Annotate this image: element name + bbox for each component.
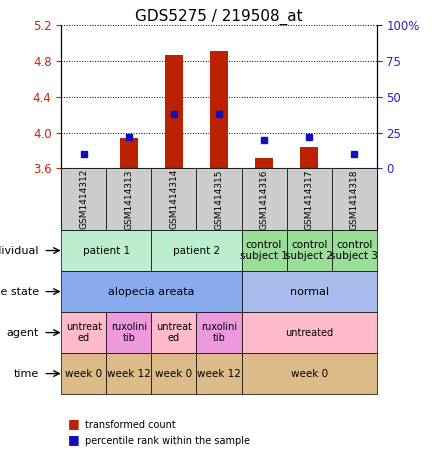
Bar: [241, 271, 377, 312]
Text: ■: ■: [68, 433, 80, 446]
Bar: [286, 230, 332, 271]
Bar: [241, 353, 377, 394]
Text: disease state: disease state: [0, 287, 39, 297]
Bar: [197, 353, 241, 394]
Text: GSM1414313: GSM1414313: [124, 169, 134, 230]
Bar: [106, 353, 152, 394]
Bar: [152, 312, 197, 353]
Text: GSM1414317: GSM1414317: [304, 169, 314, 230]
Text: week 0: week 0: [155, 369, 193, 379]
Text: transformed count: transformed count: [85, 420, 176, 430]
Bar: [120, 138, 138, 169]
Text: patient 2: patient 2: [173, 246, 220, 255]
Text: time: time: [14, 369, 39, 379]
Text: week 12: week 12: [197, 369, 241, 379]
Text: week 0: week 0: [290, 369, 328, 379]
Text: untreat
ed: untreat ed: [156, 322, 192, 343]
Text: ruxolini
tib: ruxolini tib: [201, 322, 237, 343]
Bar: [300, 147, 318, 169]
Text: week 0: week 0: [65, 369, 102, 379]
Bar: [106, 169, 152, 230]
Bar: [241, 312, 377, 353]
Text: GSM1414312: GSM1414312: [79, 169, 88, 230]
Text: agent: agent: [7, 328, 39, 337]
Bar: [106, 312, 152, 353]
Bar: [152, 230, 241, 271]
Bar: [345, 168, 363, 169]
Text: GSM1414315: GSM1414315: [215, 169, 223, 230]
Title: GDS5275 / 219508_at: GDS5275 / 219508_at: [135, 9, 303, 25]
Bar: [241, 169, 286, 230]
Text: normal: normal: [290, 287, 328, 297]
Text: percentile rank within the sample: percentile rank within the sample: [85, 436, 251, 446]
Text: control
subject 3: control subject 3: [330, 240, 378, 261]
Bar: [61, 230, 152, 271]
Bar: [61, 169, 106, 230]
Bar: [61, 271, 241, 312]
Bar: [61, 353, 106, 394]
Text: ■: ■: [68, 417, 80, 430]
Text: untreated: untreated: [285, 328, 333, 337]
Bar: [332, 169, 377, 230]
Bar: [61, 312, 106, 353]
Text: patient 1: patient 1: [83, 246, 130, 255]
Bar: [152, 353, 197, 394]
Bar: [332, 230, 377, 271]
Bar: [241, 230, 286, 271]
Bar: [165, 54, 183, 169]
Text: control
subject 1: control subject 1: [240, 240, 288, 261]
Text: week 12: week 12: [107, 369, 151, 379]
Text: GSM1414316: GSM1414316: [260, 169, 268, 230]
Text: untreat
ed: untreat ed: [66, 322, 102, 343]
Text: ruxolini
tib: ruxolini tib: [111, 322, 147, 343]
Bar: [255, 158, 273, 169]
Text: control
subject 2: control subject 2: [285, 240, 333, 261]
Bar: [197, 312, 241, 353]
Text: alopecia areata: alopecia areata: [108, 287, 194, 297]
Bar: [210, 51, 228, 169]
Bar: [152, 169, 197, 230]
Bar: [75, 168, 93, 169]
Text: individual: individual: [0, 246, 39, 255]
Bar: [197, 169, 241, 230]
Text: GSM1414318: GSM1414318: [350, 169, 359, 230]
Text: GSM1414314: GSM1414314: [170, 169, 178, 230]
Bar: [286, 169, 332, 230]
